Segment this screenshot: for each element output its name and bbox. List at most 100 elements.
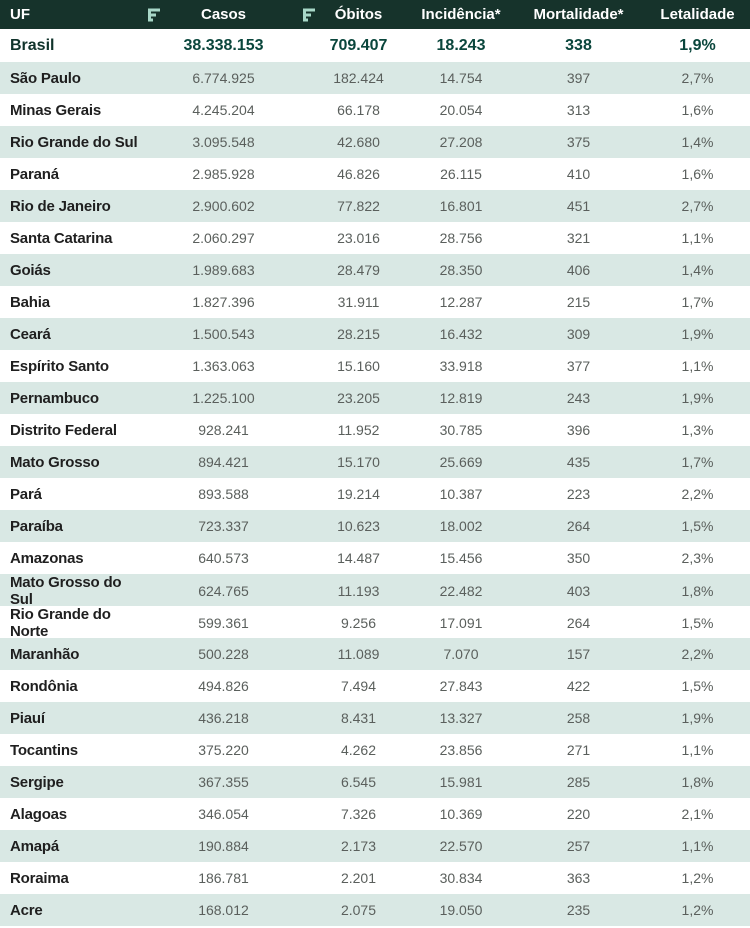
column-header-obitos[interactable]: Óbitos	[303, 0, 410, 29]
mortalidade-cell: 285	[566, 774, 591, 790]
table-row[interactable]: Rio Grande do Sul 3.095.548 42.680 27.208 37…	[0, 126, 750, 158]
table-row[interactable]: São Paulo 6.774.925 182.424 14.754 397 2,7%	[0, 62, 750, 94]
letalidade-cell: 1,1%	[681, 358, 714, 374]
table-row[interactable]: Rio de Janeiro 2.900.602 77.822 16.801 451 2,…	[0, 190, 750, 222]
incidencia-cell: 15.456	[439, 550, 483, 566]
table-row[interactable]: Tocantins 375.220 4.262 23.856 271 1,1%	[0, 734, 750, 766]
incidencia-cell: 19.050	[439, 902, 483, 918]
uf-cell: Sergipe	[10, 773, 64, 791]
table-row[interactable]: Amazonas 640.573 14.487 15.456 350 2,3%	[0, 542, 750, 574]
uf-cell: Bahia	[10, 293, 50, 311]
casos-cell: 1.989.683	[192, 262, 255, 278]
uf-cell: Rondônia	[10, 677, 78, 695]
uf-cell: Mato Grosso do Sul	[10, 574, 122, 608]
column-header-letalidade[interactable]: Letalidade	[660, 6, 735, 23]
mortalidade-cell: 363	[566, 870, 591, 886]
incidencia-cell: 17.091	[439, 615, 483, 631]
uf-cell: Maranhão	[10, 645, 80, 663]
sort-icon[interactable]	[148, 8, 161, 21]
table-row[interactable]: Roraima 186.781 2.201 30.834 363 1,2%	[0, 862, 750, 894]
mortalidade-cell: 338	[565, 36, 592, 54]
obitos-cell: 7.494	[340, 678, 377, 694]
table-row[interactable]: Goiás 1.989.683 28.479 28.350 406 1,4%	[0, 254, 750, 286]
letalidade-cell: 1,1%	[681, 838, 714, 854]
table-row[interactable]: Maranhão 500.228 11.089 7.070 157 2,2%	[0, 638, 750, 670]
casos-cell: 38.338.153	[183, 36, 264, 54]
incidencia-cell: 28.756	[439, 230, 483, 246]
table-row[interactable]: Espírito Santo 1.363.063 15.160 33.918 377 1,…	[0, 350, 750, 382]
table-row[interactable]: Paraná 2.985.928 46.826 26.115 410 1,6%	[0, 158, 750, 190]
column-header-label: Óbitos	[334, 6, 383, 23]
obitos-cell: 77.822	[337, 198, 380, 214]
table-row[interactable]: Pernambuco 1.225.100 23.205 12.819 243 1,9%	[0, 382, 750, 414]
incidencia-cell: 27.208	[439, 134, 483, 150]
incidencia-cell: 10.387	[439, 486, 483, 502]
uf-cell: Tocantins	[10, 741, 78, 759]
obitos-cell: 46.826	[337, 166, 380, 182]
table-row[interactable]: Amapá 190.884 2.173 22.570 257 1,1%	[0, 830, 750, 862]
casos-cell: 2.060.297	[192, 230, 255, 246]
incidencia-cell: 12.819	[439, 390, 483, 406]
letalidade-cell: 2,2%	[681, 486, 714, 502]
column-header-casos[interactable]: Casos	[140, 0, 307, 29]
table-row[interactable]: Mato Grosso do Sul 624.765 11.193 22.482 403…	[0, 574, 750, 608]
letalidade-cell: 1,9%	[681, 390, 714, 406]
table-row[interactable]: Distrito Federal 928.241 11.952 30.785 396 1,…	[0, 414, 750, 446]
column-header-incidencia[interactable]: Incidência*	[421, 6, 501, 23]
table-row[interactable]: Mato Grosso 894.421 15.170 25.669 435 1,7%	[0, 446, 750, 478]
casos-cell: 624.765	[198, 583, 249, 599]
table-row[interactable]: Alagoas 346.054 7.326 10.369 220 2,1%	[0, 798, 750, 830]
incidencia-cell: 23.856	[439, 742, 483, 758]
obitos-cell: 11.089	[337, 646, 380, 662]
obitos-cell: 709.407	[329, 36, 388, 54]
casos-cell: 6.774.925	[192, 70, 255, 86]
table-row[interactable]: Minas Gerais 4.245.204 66.178 20.054 313 1,6%	[0, 94, 750, 126]
letalidade-cell: 1,3%	[681, 422, 714, 438]
obitos-cell: 15.160	[337, 358, 380, 374]
letalidade-cell: 1,9%	[679, 36, 716, 54]
table-row[interactable]: Paraíba 723.337 10.623 18.002 264 1,5%	[0, 510, 750, 542]
uf-cell: Ceará	[10, 325, 51, 343]
letalidade-cell: 1,6%	[681, 102, 714, 118]
incidencia-cell: 27.843	[439, 678, 483, 694]
casos-cell: 346.054	[198, 806, 249, 822]
uf-cell: Espírito Santo	[10, 357, 109, 375]
mortalidade-cell: 397	[566, 70, 591, 86]
incidencia-cell: 20.054	[439, 102, 483, 118]
table-row[interactable]: Santa Catarina 2.060.297 23.016 28.756 321 1,…	[0, 222, 750, 254]
table-row[interactable]: Rio Grande do Norte 599.361 9.256 17.091 264…	[0, 606, 750, 640]
table-row[interactable]: Acre 168.012 2.075 19.050 235 1,2%	[0, 894, 750, 926]
casos-cell: 168.012	[198, 902, 249, 918]
letalidade-cell: 1,5%	[681, 678, 714, 694]
casos-cell: 1.225.100	[192, 390, 255, 406]
uf-cell: Paraná	[10, 165, 59, 183]
mortalidade-cell: 377	[566, 358, 591, 374]
obitos-cell: 2.201	[340, 870, 377, 886]
table-row[interactable]: Bahia 1.827.396 31.911 12.287 215 1,7%	[0, 286, 750, 318]
column-header-mortalidade[interactable]: Mortalidade*	[533, 6, 624, 23]
mortalidade-cell: 321	[566, 230, 591, 246]
uf-cell: Piauí	[10, 709, 45, 727]
uf-cell: São Paulo	[10, 69, 81, 87]
table-row[interactable]: Ceará 1.500.543 28.215 16.432 309 1,9%	[0, 318, 750, 350]
table-row[interactable]: Pará 893.588 19.214 10.387 223 2,2%	[0, 478, 750, 510]
total-row-brasil[interactable]: Brasil 38.338.153 709.407 18.243 338 1,9…	[0, 29, 750, 62]
obitos-cell: 11.952	[337, 422, 380, 438]
obitos-cell: 66.178	[337, 102, 380, 118]
obitos-cell: 7.326	[340, 806, 377, 822]
table-row[interactable]: Piauí 436.218 8.431 13.327 258 1,9%	[0, 702, 750, 734]
table-row[interactable]: Rondônia 494.826 7.494 27.843 422 1,5%	[0, 670, 750, 702]
incidencia-cell: 30.834	[439, 870, 483, 886]
mortalidade-cell: 264	[566, 518, 591, 534]
sort-icon[interactable]	[303, 8, 316, 21]
uf-cell: Mato Grosso	[10, 453, 100, 471]
incidencia-cell: 30.785	[439, 422, 483, 438]
letalidade-cell: 1,7%	[681, 294, 714, 310]
uf-cell: Rio Grande do Norte	[10, 606, 111, 640]
letalidade-cell: 1,7%	[681, 454, 714, 470]
column-header-uf[interactable]: UF	[10, 6, 30, 23]
obitos-cell: 31.911	[337, 294, 380, 310]
mortalidade-cell: 403	[566, 583, 591, 599]
table-row[interactable]: Sergipe 367.355 6.545 15.981 285 1,8%	[0, 766, 750, 798]
obitos-cell: 2.075	[340, 902, 377, 918]
